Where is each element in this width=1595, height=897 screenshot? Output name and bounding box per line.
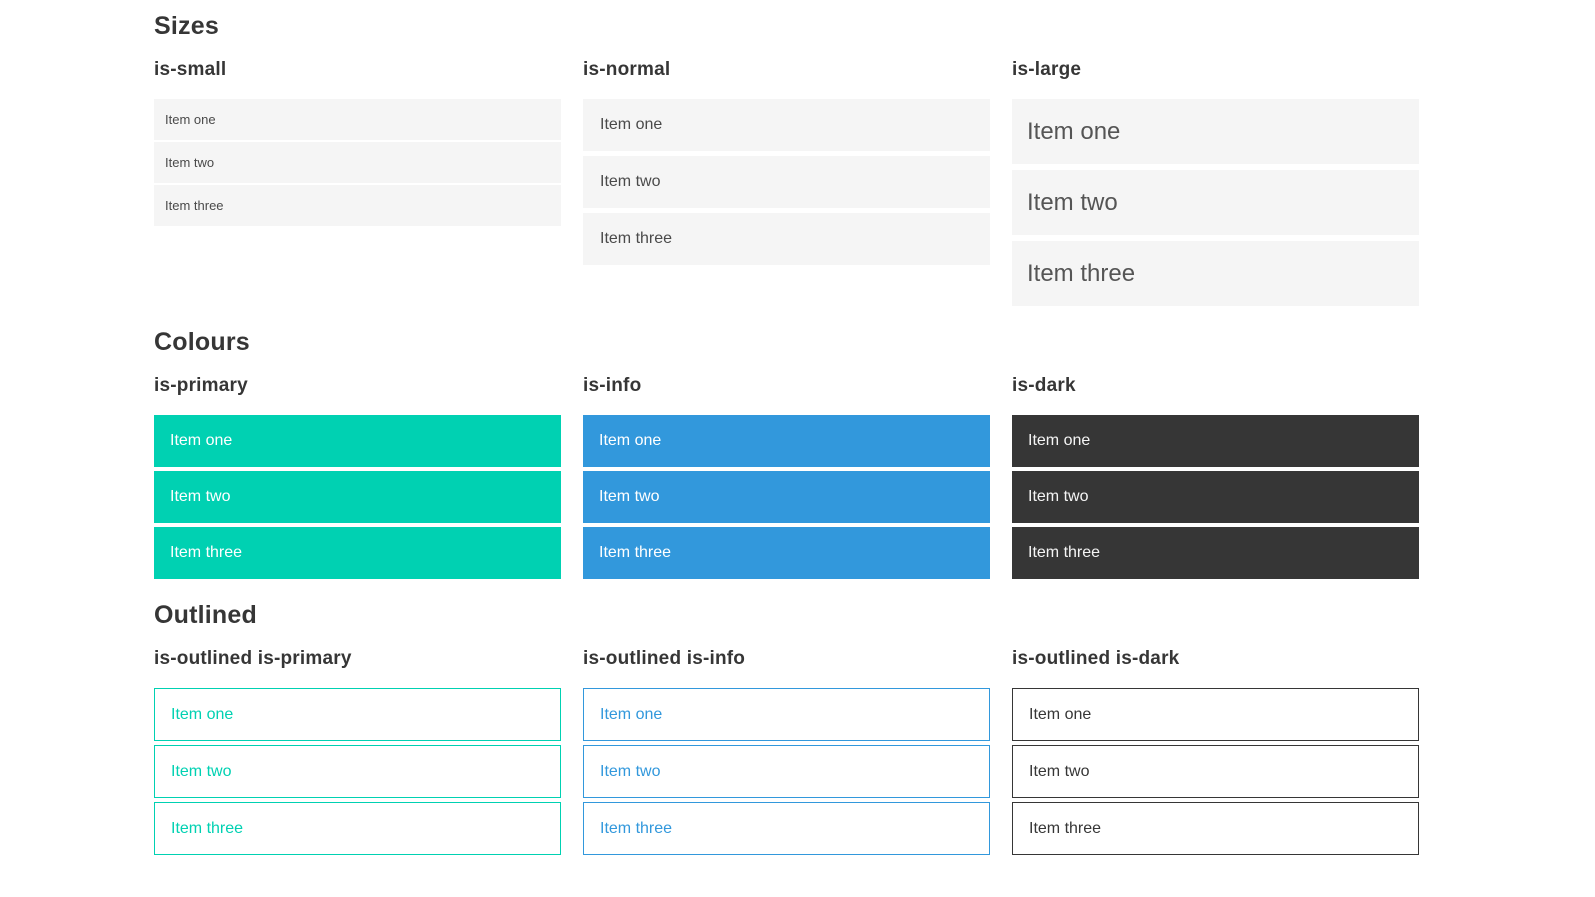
columns-row: is-primary Item one Item two Item three is-i… [154, 374, 1419, 579]
section-outlined: Outlined is-outlined is-primary Item one It… [154, 601, 1419, 855]
list-item-dark-item-two[interactable]: Item two [1012, 471, 1419, 523]
list-outlined-dark: Item one Item two Item three [1012, 688, 1419, 855]
group-title-outlined-primary: is-outlined is-primary [154, 648, 352, 669]
list-item-small-item-three[interactable]: Item three [154, 185, 561, 226]
list-item-dark-item-three[interactable]: Item three [1012, 527, 1419, 579]
group-title-large: is-large [1012, 59, 1082, 80]
group-title-dark: is-dark [1012, 375, 1076, 396]
list-outlined-info: Item one Item two Item three [583, 688, 990, 855]
section-sizes: Sizes is-small Item one Item two Item three i… [154, 12, 1419, 306]
list-item-dark-item-one[interactable]: Item one [1012, 415, 1419, 467]
list-item-outlined-dark-item-one[interactable]: Item one [1012, 688, 1419, 741]
section-title-colours: Colours [154, 328, 250, 356]
list-item-outlined-dark-item-three[interactable]: Item three [1012, 802, 1419, 855]
group-outlined-info: is-outlined is-info Item one Item two Item … [583, 647, 990, 855]
list-item-primary-item-one[interactable]: Item one [154, 415, 561, 467]
group-primary: is-primary Item one Item two Item three [154, 374, 561, 579]
list-info: Item one Item two Item three [583, 415, 990, 579]
list-item-outlined-dark-item-two[interactable]: Item two [1012, 745, 1419, 798]
list-item-outlined-primary-item-two[interactable]: Item two [154, 745, 561, 798]
group-title-normal: is-normal [583, 59, 671, 80]
list-dark: Item one Item two Item three [1012, 415, 1419, 579]
list-item-normal-item-three[interactable]: Item three [583, 213, 990, 265]
group-small: is-small Item one Item two Item three [154, 58, 561, 226]
list-small: Item one Item two Item three [154, 99, 561, 226]
group-title-outlined-dark: is-outlined is-dark [1012, 648, 1180, 669]
sections-container: Sizes is-small Item one Item two Item three i… [154, 0, 1419, 855]
group-outlined-primary: is-outlined is-primary Item one Item two It… [154, 647, 561, 855]
list-item-large-item-three[interactable]: Item three [1012, 241, 1419, 306]
list-item-outlined-primary-item-one[interactable]: Item one [154, 688, 561, 741]
columns-row: is-outlined is-primary Item one Item two It… [154, 647, 1419, 855]
group-title-primary: is-primary [154, 375, 248, 396]
list-outlined-primary: Item one Item two Item three [154, 688, 561, 855]
list-item-primary-item-two[interactable]: Item two [154, 471, 561, 523]
group-normal: is-normal Item one Item two Item three [583, 58, 990, 265]
group-large: is-large Item one Item two Item three [1012, 58, 1419, 306]
section-colours: Colours is-primary Item one Item two Item th… [154, 328, 1419, 579]
list-item-info-item-one[interactable]: Item one [583, 415, 990, 467]
list-item-small-item-one[interactable]: Item one [154, 99, 561, 140]
list-item-outlined-info-item-three[interactable]: Item three [583, 802, 990, 855]
group-outlined-dark: is-outlined is-dark Item one Item two Item … [1012, 647, 1419, 855]
group-title-small: is-small [154, 59, 227, 80]
list-item-large-item-one[interactable]: Item one [1012, 99, 1419, 164]
group-info: is-info Item one Item two Item three [583, 374, 990, 579]
list-item-outlined-info-item-two[interactable]: Item two [583, 745, 990, 798]
list-item-info-item-three[interactable]: Item three [583, 527, 990, 579]
group-title-info: is-info [583, 375, 642, 396]
section-title-sizes: Sizes [154, 12, 219, 40]
columns-row: is-small Item one Item two Item three is-nor… [154, 58, 1419, 306]
list-primary: Item one Item two Item three [154, 415, 561, 579]
group-title-outlined-info: is-outlined is-info [583, 648, 746, 669]
list-item-outlined-info-item-one[interactable]: Item one [583, 688, 990, 741]
list-item-primary-item-three[interactable]: Item three [154, 527, 561, 579]
list-item-normal-item-two[interactable]: Item two [583, 156, 990, 208]
list-large: Item one Item two Item three [1012, 99, 1419, 306]
list-item-info-item-two[interactable]: Item two [583, 471, 990, 523]
group-dark: is-dark Item one Item two Item three [1012, 374, 1419, 579]
section-title-outlined: Outlined [154, 601, 257, 629]
list-item-normal-item-one[interactable]: Item one [583, 99, 990, 151]
list-item-small-item-two[interactable]: Item two [154, 142, 561, 183]
list-item-large-item-two[interactable]: Item two [1012, 170, 1419, 235]
list-item-outlined-primary-item-three[interactable]: Item three [154, 802, 561, 855]
list-normal: Item one Item two Item three [583, 99, 990, 265]
